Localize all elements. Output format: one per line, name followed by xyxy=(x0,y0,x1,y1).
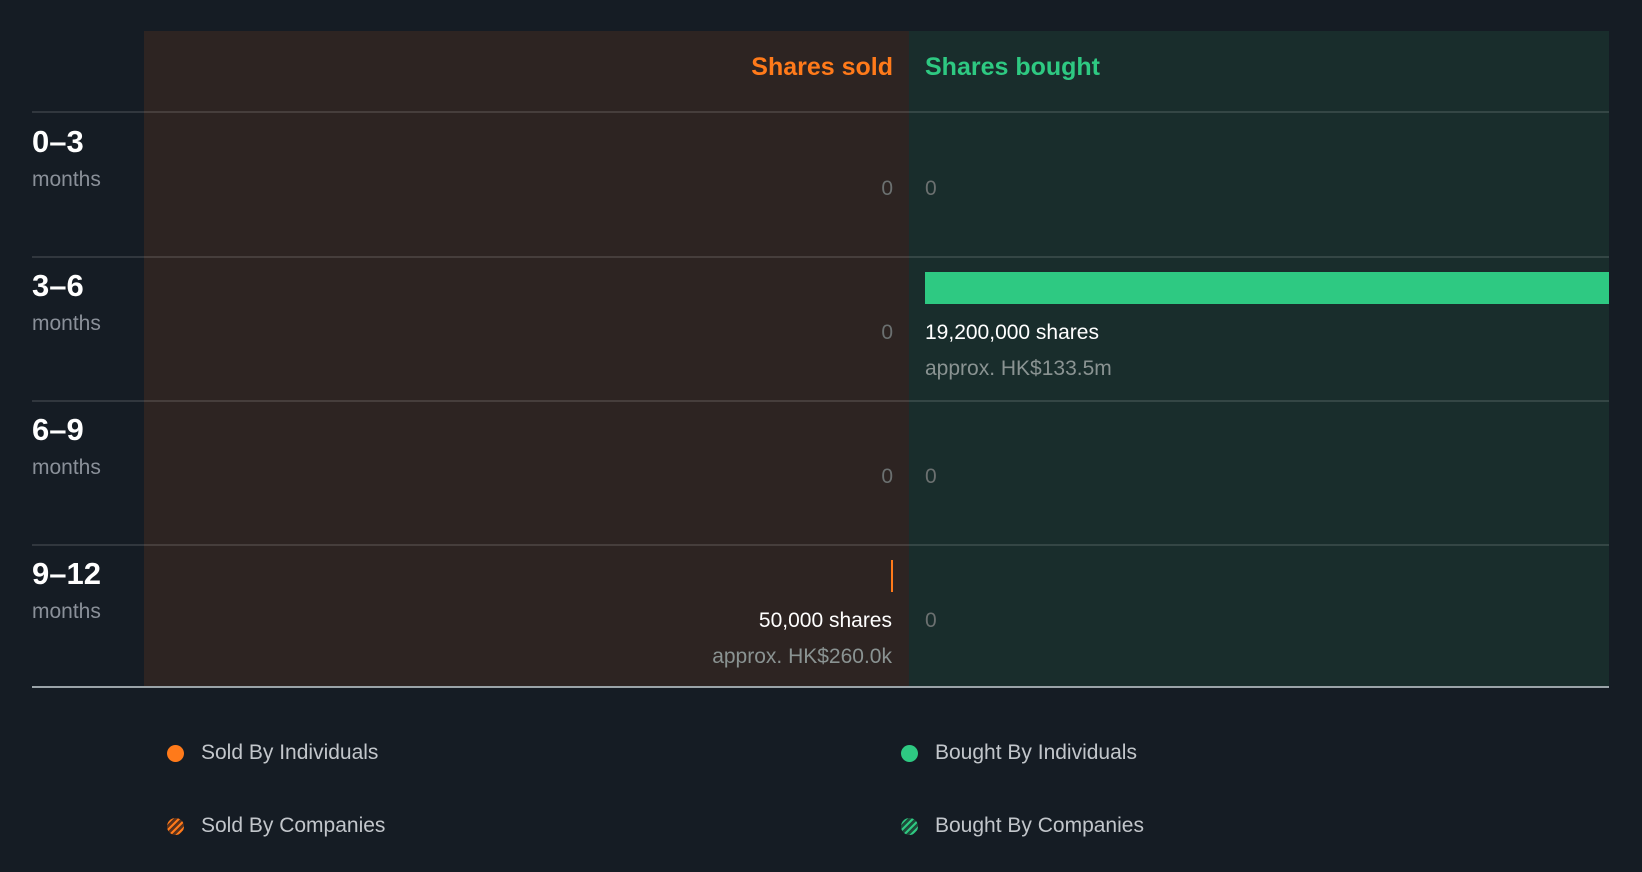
shares-sold-header: Shares sold xyxy=(751,53,893,81)
legend-label: Bought By Individuals xyxy=(935,741,1137,764)
bought-value-0-3: 0 xyxy=(925,177,937,200)
row-divider xyxy=(32,544,1609,546)
legend-bought-by-individuals[interactable]: Bought By Individuals xyxy=(901,741,1137,765)
green-striped-dot-icon xyxy=(901,817,918,835)
shares-bought-header: Shares bought xyxy=(925,53,1101,81)
row-divider xyxy=(32,256,1609,258)
sold-shares-9-12: 50,000 shares xyxy=(758,609,892,632)
row-range: 9–12 xyxy=(32,556,101,591)
bought-value-9-12: 0 xyxy=(925,609,937,632)
row-label-6-9-months: 6–9 months xyxy=(32,412,101,480)
row-label-9-12-months: 9–12 months xyxy=(32,556,101,624)
row-label-3-6-months: 3–6 months xyxy=(32,268,101,336)
orange-dot-icon xyxy=(167,744,184,762)
legend-label: Sold By Individuals xyxy=(201,741,379,764)
legend-sold-by-companies[interactable]: Sold By Companies xyxy=(167,814,385,838)
bought-shares-3-6: 19,200,000 shares xyxy=(925,321,1099,344)
row-label-0-3-months: 0–3 months xyxy=(32,124,101,192)
bought-approx-3-6: approx. HK$133.5m xyxy=(925,357,1112,380)
legend-sold-by-individuals[interactable]: Sold By Individuals xyxy=(167,741,378,765)
bought-value-6-9: 0 xyxy=(925,465,937,488)
row-divider xyxy=(32,400,1609,402)
legend-label: Sold By Companies xyxy=(201,814,386,837)
row-unit: months xyxy=(32,456,101,479)
bought-bar-3-6[interactable] xyxy=(925,272,1609,304)
row-unit: months xyxy=(32,168,101,191)
row-unit: months xyxy=(32,600,101,623)
sold-value-6-9: 0 xyxy=(881,465,893,488)
legend-bought-by-companies[interactable]: Bought By Companies xyxy=(901,814,1144,838)
shares-sold-panel xyxy=(144,31,909,687)
row-range: 0–3 xyxy=(32,124,84,159)
legend-label: Bought By Companies xyxy=(935,814,1144,837)
row-range: 6–9 xyxy=(32,412,84,447)
row-unit: months xyxy=(32,312,101,335)
orange-striped-dot-icon xyxy=(167,817,184,835)
sold-value-0-3: 0 xyxy=(881,177,893,200)
chart-baseline xyxy=(32,686,1609,688)
sold-approx-9-12: approx. HK$260.0k xyxy=(712,645,892,668)
sold-bar-9-12[interactable] xyxy=(891,560,893,592)
header-divider xyxy=(32,111,1609,113)
shares-bought-panel xyxy=(909,31,1609,687)
green-dot-icon xyxy=(901,744,918,762)
row-range: 3–6 xyxy=(32,268,84,303)
sold-value-3-6: 0 xyxy=(881,321,893,344)
